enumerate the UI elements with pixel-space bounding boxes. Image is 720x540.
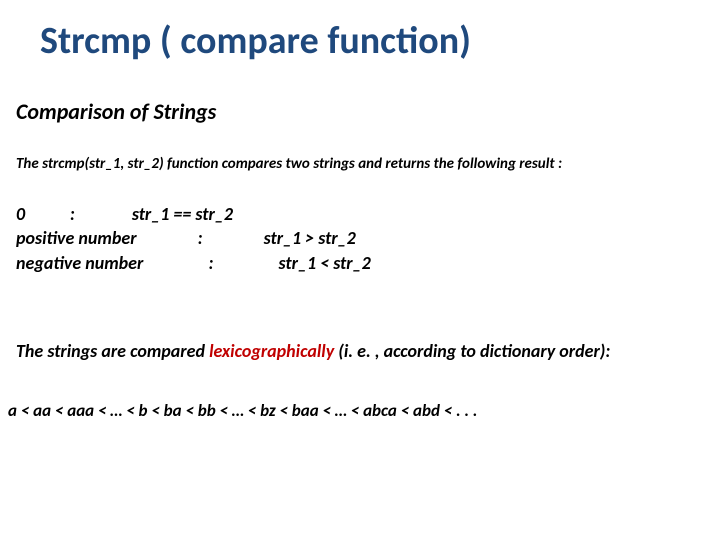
results-block: 0 : str_1 == str_2 positive number : str… [16, 202, 371, 275]
ordering-example: a < aa < aaa < … < b < ba < bb < … < bz … [8, 400, 477, 421]
lex-suffix: (i. e. , according to dictionary order): [334, 340, 610, 362]
intro-text: The strcmp(str_1, str_2) function compar… [16, 155, 562, 173]
slide-title: Strcmp ( compare function) [40, 18, 471, 64]
slide-subtitle: Comparison of Strings [16, 98, 216, 125]
lexicographic-sentence: The strings are compared lexicographical… [16, 340, 610, 362]
lex-prefix: The strings are compared [16, 340, 209, 362]
lex-keyword: lexicographically [209, 340, 334, 362]
